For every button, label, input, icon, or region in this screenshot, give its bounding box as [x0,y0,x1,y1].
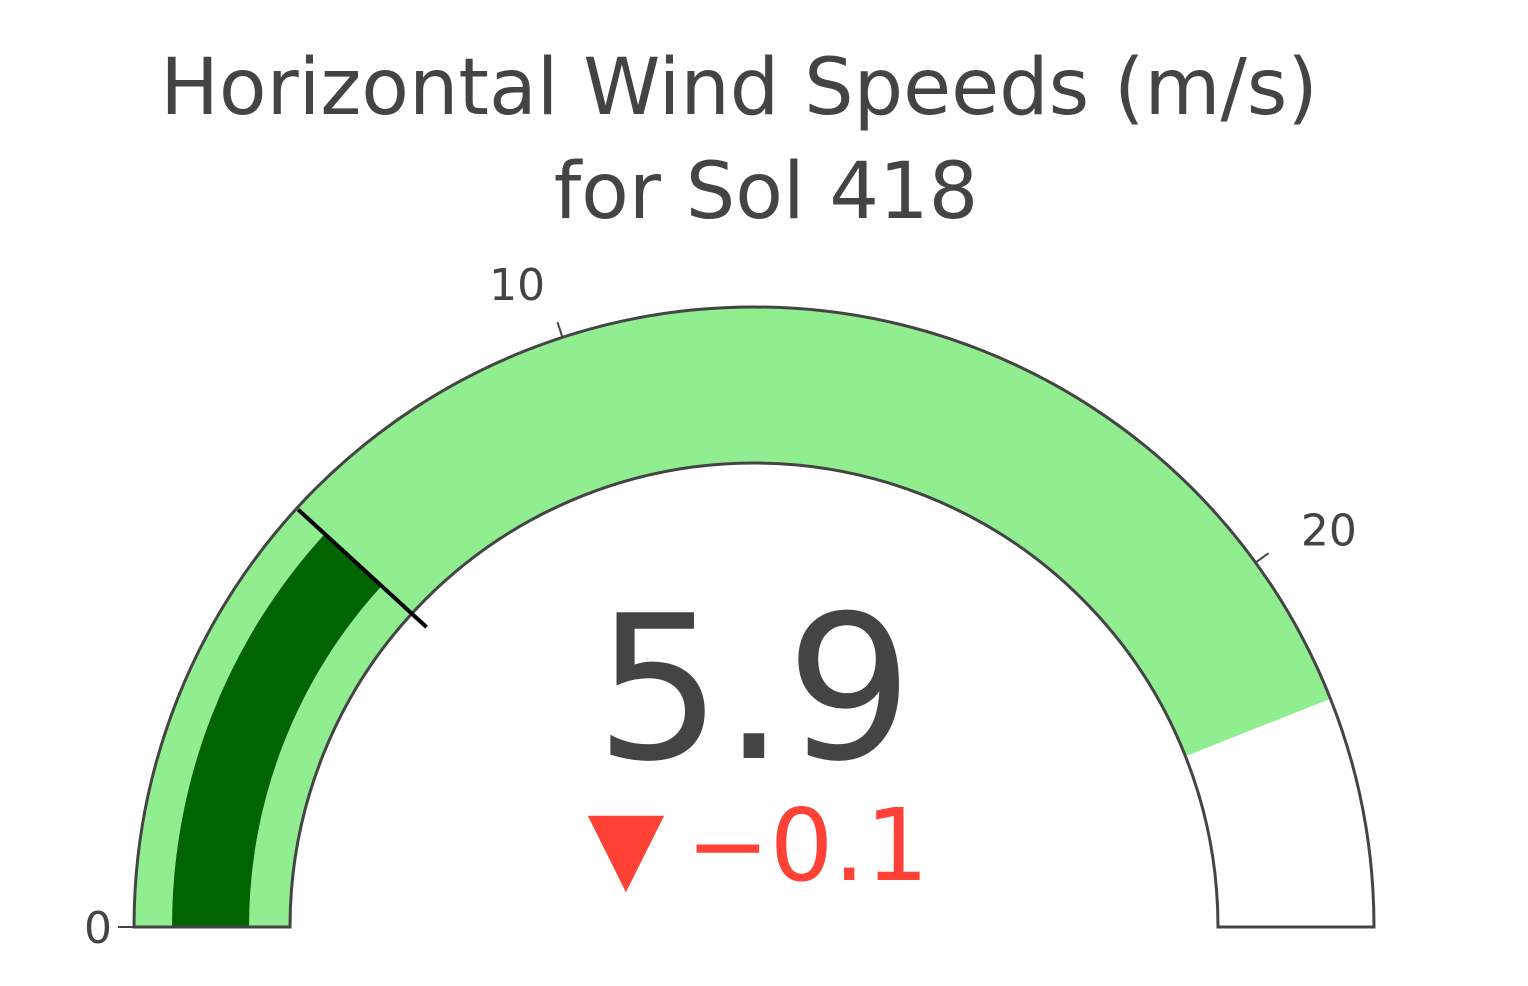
gauge-tick-label: 20 [1301,506,1357,557]
gauge-tick-mark [556,321,564,338]
gauge-value-bar [172,533,382,927]
chart-title-line-1: Horizontal Wind Speeds (m/s) [160,43,1318,133]
delta-down-arrow-icon: ▼ [588,787,665,904]
gauge-tick-mark [1255,552,1270,564]
gauge-tick-label: 10 [489,260,545,311]
gauge-value: 5.9 [595,573,913,806]
gauge-tick-label: 0 [84,903,112,954]
gauge-threshold-line [296,508,428,629]
delta-indicator: ▼ −0.1 [588,787,929,904]
delta-value: −0.1 [686,787,929,904]
chart-title-line-2: for Sol 418 [554,147,979,237]
gauge-outline [132,305,1376,929]
gauge-arc-group: 0 10 20 [84,260,1376,954]
gauge-step-0 [134,307,1331,928]
